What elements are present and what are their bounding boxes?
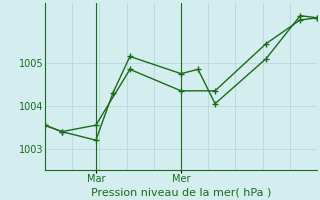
X-axis label: Pression niveau de la mer( hPa ): Pression niveau de la mer( hPa ): [91, 187, 271, 197]
